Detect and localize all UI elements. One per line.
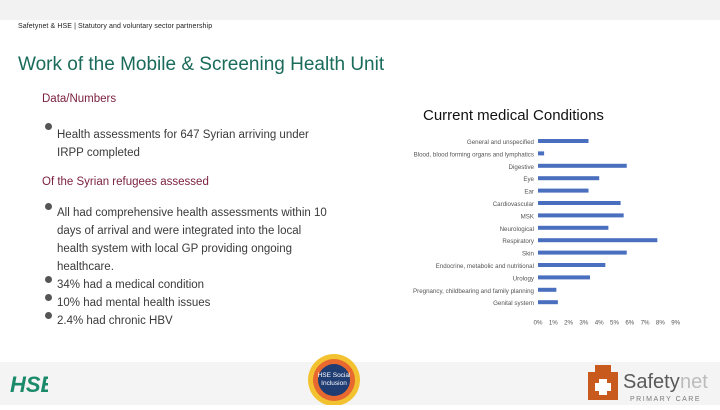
bar (538, 263, 606, 267)
social-inclusion-logo-icon: HSE Social Inclusion (308, 354, 360, 406)
bullet-dot (45, 203, 52, 210)
hse-logo-text: HSE (10, 372, 48, 397)
category-label: Blood, blood forming organs and lymphati… (414, 151, 534, 158)
section-heading-syrian: Of the Syrian refugees assessed (42, 176, 209, 188)
x-tick-label: 2% (564, 320, 573, 327)
social-inclusion-line2: Inclusion (321, 380, 347, 387)
bullet-integration-line3: health system with local GP providing on… (57, 243, 293, 255)
category-label: General and unspecified (467, 139, 535, 146)
safetynet-word-b: net (680, 371, 708, 393)
bar (538, 225, 609, 230)
bullet-mental-health: 10% had mental health issues (57, 297, 211, 309)
x-tick-label: 9% (671, 320, 680, 327)
bar (538, 213, 624, 218)
category-label: Neurological (500, 226, 534, 233)
chart-title: Current medical Conditions (423, 107, 604, 124)
category-label: Digestive (509, 164, 535, 171)
category-label: Urology (513, 275, 535, 282)
category-label: Skin (522, 251, 535, 258)
section-heading-data: Data/Numbers (42, 93, 117, 105)
category-label: Endocrine, metabolic and nutritional (436, 263, 534, 270)
bar (538, 139, 589, 143)
x-tick-label: 1% (549, 320, 558, 327)
bullet-hbv: 2.4% had chronic HBV (57, 315, 173, 327)
bar (538, 163, 627, 168)
safetynet-tagline: PRIMARY CARE (630, 396, 701, 403)
x-tick-label: 7% (641, 320, 650, 327)
x-tick-label: 4% (595, 320, 604, 327)
bullet-assessments-line2: IRPP completed (57, 147, 140, 159)
bullet-integration-line2: days of arrival and were integrated into… (57, 225, 302, 237)
bar (538, 287, 557, 292)
social-inclusion-logo: HSE Social Inclusion (305, 352, 363, 406)
bullet-dot (45, 276, 52, 283)
category-label: Genital system (493, 300, 534, 307)
top-bar (0, 0, 720, 20)
bullet-dot (45, 123, 52, 130)
bullet-dot (45, 312, 52, 319)
safetynet-logo: Safety net PRIMARY CARE (585, 362, 720, 405)
medical-conditions-chart: General and unspecified Blood, blood form… (413, 139, 681, 327)
bar (538, 201, 621, 205)
bar (538, 151, 545, 156)
bullet-medical-condition: 34% had a medical condition (57, 279, 205, 291)
category-label: Pregnancy, childbearing and family plann… (413, 288, 535, 295)
x-tick-label: 6% (625, 320, 634, 327)
breadcrumb: Safetynet & HSE | Statutory and voluntar… (18, 23, 213, 30)
safetynet-logo-icon: Safety net PRIMARY CARE (588, 365, 708, 403)
category-label: Cardiovascular (493, 201, 534, 208)
page-title: Work of the Mobile & Screening Health Un… (18, 54, 385, 75)
hse-logo-icon: HSE (10, 372, 57, 397)
x-tick-label: 8% (656, 320, 665, 327)
x-tick-label: 3% (579, 320, 588, 327)
bar (538, 176, 600, 181)
bar (538, 250, 627, 255)
category-label: MSK (521, 213, 535, 220)
bar (538, 238, 658, 243)
bar (538, 300, 558, 305)
category-label: Respiratory (502, 238, 535, 245)
category-label: Eye (523, 176, 534, 183)
category-label: Ear (524, 189, 534, 196)
hse-logo: HSE (8, 368, 57, 398)
bullet-assessments-line1: Health assessments for 647 Syrian arrivi… (57, 129, 309, 141)
x-tick-label: 0% (534, 320, 543, 327)
bar (538, 188, 589, 193)
bullet-dot (45, 294, 52, 301)
x-tick-label: 5% (610, 320, 619, 327)
social-inclusion-line1: HSE Social (318, 372, 351, 379)
bullet-integration-line1: All had comprehensive health assessments… (57, 207, 327, 219)
bar (538, 275, 591, 280)
safetynet-word-a: Safety (623, 371, 680, 393)
bullet-integration-line4: healthcare. (57, 261, 114, 273)
